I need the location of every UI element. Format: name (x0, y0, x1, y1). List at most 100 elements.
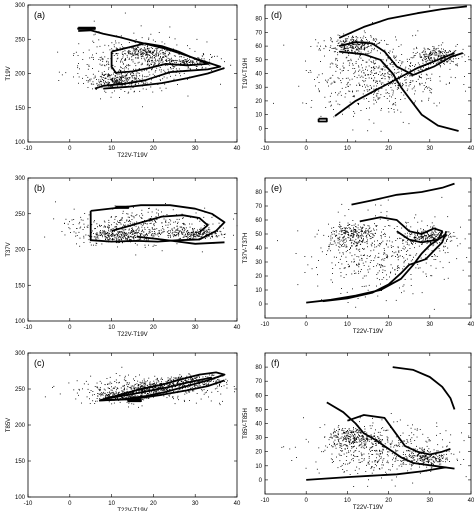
panel-4-point-564 (340, 272, 342, 273)
panel-3-point-539 (402, 61, 404, 63)
panel-2-point-1005 (193, 390, 195, 392)
panel-0-point-540 (178, 54, 180, 55)
panel-2-point-603 (168, 380, 170, 381)
panel-4-point-692 (338, 262, 340, 263)
panel-1-point-558 (132, 207, 134, 208)
panel-3-point-160 (334, 51, 336, 53)
panel-0-ytick-label-4: 300 (15, 3, 26, 9)
panel-1-point-884 (108, 225, 110, 227)
panel-1-point-414 (218, 235, 220, 237)
panel-4-point-717 (397, 246, 399, 248)
panel-0-point-468 (171, 59, 173, 61)
panel-1-point-497 (153, 224, 155, 226)
panel-1-point-412 (167, 236, 169, 238)
panel-3-point-138 (346, 47, 347, 49)
panel-1-point-229 (122, 236, 123, 238)
panel-3-point-744 (368, 89, 370, 91)
panel-3-point-246 (361, 43, 363, 45)
panel-4-point-90 (345, 244, 347, 246)
panel-3-point-630 (390, 108, 392, 109)
panel-0-point-580 (190, 68, 191, 70)
panel-0-point-723 (133, 32, 135, 34)
panel-2-point-334 (133, 391, 135, 393)
panel-3-point-709 (392, 64, 394, 65)
panel-4-point-515 (353, 258, 355, 260)
panel-2-point-831 (90, 390, 92, 391)
panel-3-point-204 (361, 45, 363, 47)
panel-4-point-561 (331, 262, 333, 264)
panel-2-point-930 (178, 399, 179, 401)
panel-0-point-787 (104, 90, 106, 92)
panel-0-point-578 (176, 69, 178, 71)
panel-3-point-642 (428, 48, 429, 50)
panel-2-point-492 (194, 377, 196, 378)
panel-3-point-111 (351, 51, 353, 53)
panel-0-point-112 (138, 83, 139, 85)
panel-0-point-974 (78, 43, 80, 45)
panel-0-point-889 (135, 39, 137, 40)
panel-1-point-62 (117, 235, 119, 236)
panel-0-point-589 (192, 61, 194, 63)
panel-3-point-711 (390, 63, 392, 65)
panel-3-point-2 (344, 48, 346, 50)
panel-3-point-393 (442, 51, 444, 52)
panel-4-point-66 (323, 234, 325, 236)
panel-3-point-167 (329, 47, 331, 48)
panel-1-point-766 (80, 219, 82, 221)
panel-2-point-473 (148, 377, 150, 379)
panel-0-point-440 (169, 59, 171, 60)
panel-1-point-215 (118, 239, 120, 241)
panel-3-point-229 (349, 47, 351, 48)
panel-2-contour-3 (127, 398, 142, 403)
panel-2-point-939 (135, 376, 137, 378)
panel-3-point-690 (409, 75, 411, 77)
panel-3-point-116 (357, 37, 359, 39)
panel-3-point-727 (425, 68, 427, 69)
panel-3-point-932 (342, 65, 344, 67)
panel-2-point-1013 (159, 383, 160, 385)
panel-3-point-760 (373, 39, 375, 41)
panel-0-point-739 (133, 76, 135, 78)
panel-1-point-736 (203, 216, 205, 218)
panel-2-point-616 (199, 381, 201, 382)
panel-2-point-698 (83, 383, 85, 385)
panel-2-point-32 (126, 395, 128, 397)
panel-3-point-813 (320, 115, 322, 117)
panel-3-point-41 (350, 46, 351, 48)
panel-3-point-387 (464, 54, 466, 56)
panel-4-point-683 (356, 256, 358, 257)
panel-0-point-548 (220, 58, 222, 60)
panel-3-point-206 (375, 41, 376, 42)
panel-0-xtick-label-5: 40 (234, 146, 241, 152)
panel-4-point-704 (343, 239, 345, 241)
panel-0-point-77 (113, 83, 114, 85)
panel-3-point-68 (319, 48, 320, 50)
panel-1-point-456 (204, 233, 206, 234)
panel-1-point-807 (141, 213, 143, 215)
panel-0-point-1018 (102, 60, 104, 62)
panel-4-point-115 (349, 224, 351, 225)
panel-0-point-728 (162, 57, 164, 58)
panel-0-point-634 (186, 61, 188, 62)
panel-0-point-674 (169, 26, 171, 28)
panel-2-point-56 (142, 393, 143, 395)
panel-1-point-531 (87, 224, 89, 226)
panel-1-point-883 (149, 223, 151, 224)
panel-1-point-659 (96, 223, 98, 225)
panel-1-point-160 (103, 231, 105, 233)
panel-1-point-529 (177, 232, 179, 234)
panel-3-point-1044 (324, 96, 326, 98)
panel-0-point-426 (156, 50, 157, 52)
panel-1-point-680 (133, 231, 135, 232)
panel-0-point-724 (173, 78, 175, 80)
panel-0-point-872 (117, 48, 119, 50)
panel-1-point-331 (174, 235, 176, 237)
panel-4-point-689 (358, 272, 360, 274)
panel-4-point-613 (345, 230, 347, 232)
panel-2-contour-1 (99, 379, 225, 402)
panel-4-point-421 (445, 235, 447, 237)
panel-3-point-200 (358, 44, 360, 46)
panel-3-point-187 (349, 44, 351, 46)
panel-0-point-978 (142, 106, 143, 108)
panel-3-point-962 (390, 73, 392, 75)
